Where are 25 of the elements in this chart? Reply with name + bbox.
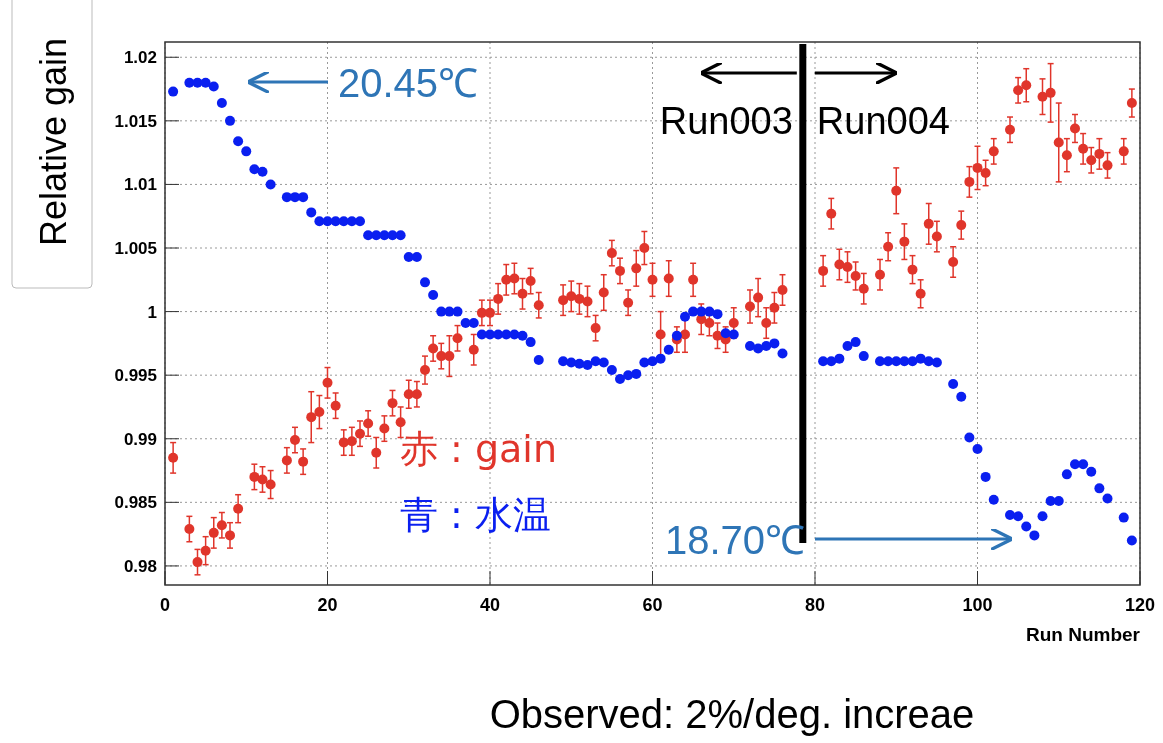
y-tick-label: 1.015 <box>114 111 157 131</box>
y-tick-label: 0.99 <box>123 429 157 449</box>
x-tick-label: 120 <box>1124 595 1156 615</box>
series-label: 赤 : gain <box>400 427 558 471</box>
y-tick-label: 1.005 <box>114 239 157 259</box>
y-tick-label: 1.02 <box>123 48 157 68</box>
x-tick-label: 80 <box>804 595 826 615</box>
x-axis-title: Run Number <box>1026 624 1141 645</box>
x-tick-label: 0 <box>159 595 171 615</box>
text: 青 : 水温 <box>400 493 551 537</box>
y-tick-label: 1.01 <box>123 175 157 195</box>
x-tick-label: 40 <box>479 595 501 615</box>
annotation: Run003 <box>659 100 793 142</box>
x-tick-label: 60 <box>642 595 663 615</box>
x-tick-label: 20 <box>317 595 338 615</box>
x-tick-label: 100 <box>962 595 993 615</box>
y-tick-label: 0.985 <box>114 493 157 513</box>
y-axis-title: Relative gain <box>33 37 74 247</box>
annotation: 20.45℃ <box>338 61 479 105</box>
y-tick-label: 0.98 <box>123 556 157 576</box>
y-tick-label: 0.995 <box>114 366 157 386</box>
annotation: 18.70℃ <box>664 518 805 562</box>
text: Observed: 2%/deg. increae <box>489 692 975 736</box>
annotation: Run004 <box>816 100 950 142</box>
y-tick-label: 1 <box>147 302 157 322</box>
